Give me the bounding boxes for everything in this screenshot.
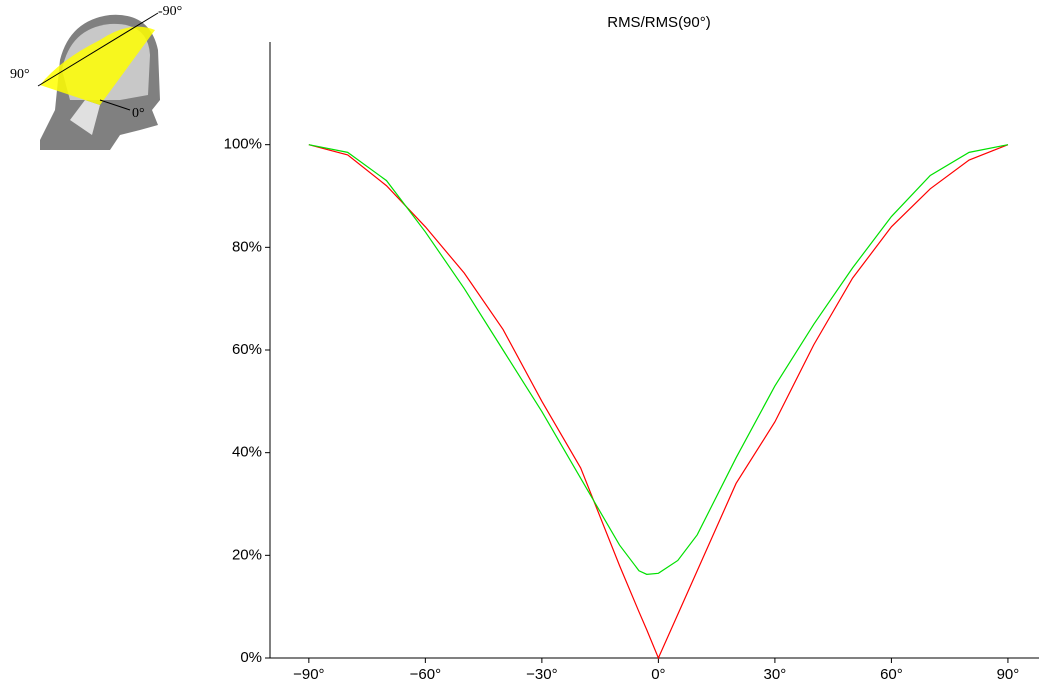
neck-shape — [70, 100, 100, 135]
x-tick-label: −60° — [410, 666, 441, 683]
inset-label: -90° — [158, 4, 182, 19]
y-tick-label: 60% — [232, 341, 262, 358]
data-line — [308, 144, 1009, 660]
y-tick-label: 20% — [232, 546, 262, 563]
inset-label: 0° — [132, 106, 145, 121]
chart-title: RMS/RMS(90°) — [607, 14, 711, 31]
head-inset: -90° 90° 0° — [10, 4, 182, 151]
x-tick-label: 90° — [997, 666, 1020, 683]
data-line — [308, 144, 1009, 575]
x-tick-label: −30° — [526, 666, 557, 683]
angle-fan — [40, 26, 155, 106]
x-tick-label: 0° — [651, 666, 665, 683]
axis-arrow — [37, 12, 159, 87]
y-tick-label: 80% — [232, 238, 262, 255]
y-tick-label: 100% — [224, 136, 262, 153]
y-tick-label: 0% — [240, 649, 262, 666]
inset-label: 90° — [10, 67, 30, 82]
x-tick-label: 60° — [880, 666, 903, 683]
x-tick-label: 30° — [764, 666, 787, 683]
x-tick-label: −90° — [293, 666, 324, 683]
y-tick-label: 40% — [232, 444, 262, 461]
axis-arrow — [99, 99, 131, 111]
